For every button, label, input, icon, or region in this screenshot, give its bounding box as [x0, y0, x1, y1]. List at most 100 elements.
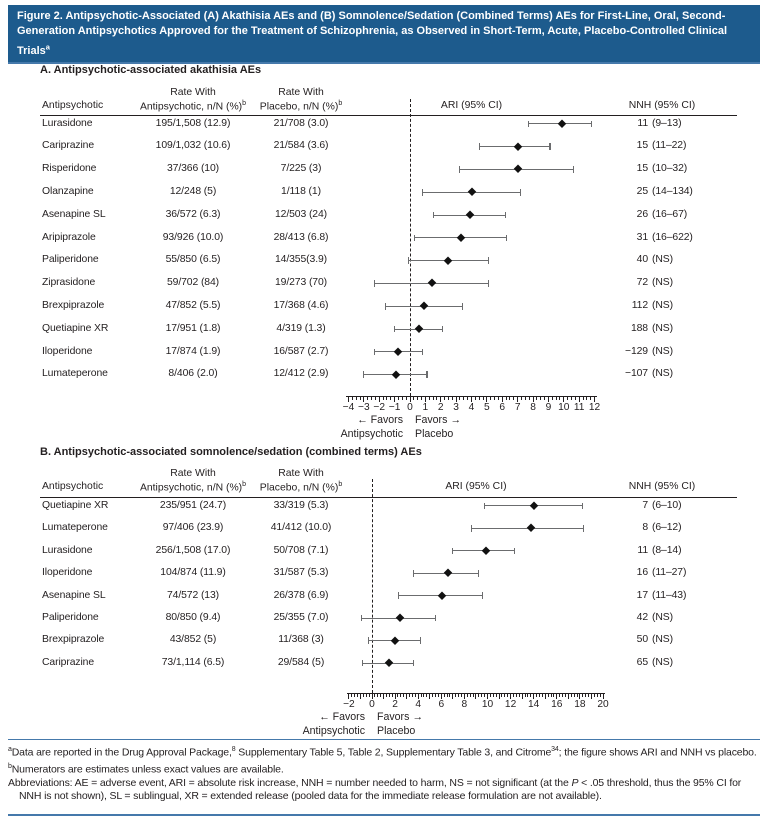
axis-minor-tick	[492, 694, 494, 697]
nnh-value: 15 (11–22)	[0, 135, 768, 158]
nnh-number: 17	[636, 589, 648, 601]
favors-left-line1: ← Favors	[319, 711, 365, 723]
favors-left-line1: ← Favors	[357, 414, 403, 426]
nnh-value: 40 (NS)	[0, 249, 768, 272]
axis-minor-tick	[432, 694, 434, 697]
axis-minor-tick	[374, 397, 376, 400]
column-header-rate-placebo-line2: Placebo, n/N (%)b	[259, 481, 343, 494]
favors-left-line2: Antipsychotic	[302, 724, 365, 737]
ci-cap-right	[590, 120, 593, 128]
axis-tick-label: 2	[437, 402, 444, 413]
ci-cap-right	[482, 592, 484, 600]
rate-antipsychotic-value: 43/852 (5)	[169, 634, 217, 646]
axis-tick-label: 0	[369, 699, 375, 710]
rate-placebo-value: 33/319 (5.3)	[273, 499, 329, 511]
drug-name: Quetiapine XR	[42, 499, 109, 511]
table-row: Paliperidone 55/850 (6.5) 14/355(3.9) 40 (NS…	[0, 249, 768, 272]
axis-minor-tick	[570, 397, 572, 400]
rate-placebo-value: 12/503 (24)	[274, 208, 328, 220]
rate-placebo-value: 17/368 (4.6)	[273, 299, 329, 311]
ci-cap-right	[581, 502, 583, 510]
nnh-value: 15 (10–32)	[0, 158, 768, 181]
axis-minor-tick	[371, 397, 373, 400]
axis-major-tick	[394, 397, 396, 402]
axis-minor-tick	[507, 694, 509, 697]
axis-minor-tick	[515, 694, 517, 697]
rate-placebo-value: 12/412 (2.9)	[273, 368, 329, 380]
axis-minor-tick	[401, 397, 403, 400]
axis-minor-tick	[495, 694, 497, 697]
axis-minor-tick	[357, 694, 359, 697]
nnh-number: 8	[642, 522, 648, 534]
axis-major-tick	[501, 397, 503, 402]
axis-minor-tick	[576, 694, 578, 697]
axis-minor-tick	[544, 397, 546, 400]
favors-placebo-label: Favors → Placebo	[415, 414, 575, 441]
favors-right-line1: Favors →	[415, 414, 461, 426]
axis-minor-tick	[382, 397, 384, 400]
axis-minor-tick	[446, 694, 448, 697]
superscript: 34	[551, 746, 559, 753]
axis-major-tick	[471, 397, 473, 402]
rate-antipsychotic-value: 80/850 (9.4)	[165, 611, 221, 623]
axis-minor-tick	[377, 694, 379, 697]
table-row: Lurasidone 256/1,508 (17.0) 50/708 (7.1) 11…	[0, 540, 768, 562]
superscript: b	[242, 100, 247, 107]
axis-minor-tick	[528, 397, 530, 400]
nnh-number: 11	[637, 117, 648, 129]
ci-cap-left	[483, 502, 485, 510]
zero-reference-line	[410, 99, 411, 396]
axis-minor-tick	[574, 397, 576, 400]
table-row: Cariprazine 73/1,114 (6.5) 29/584 (5) 65 (NS…	[0, 652, 768, 674]
nnh-ci: (NS)	[652, 634, 673, 646]
axis-tick-label: 6	[438, 699, 445, 710]
column-header-antipsychotic: Antipsychotic	[42, 481, 104, 492]
axis-major-tick	[579, 694, 581, 699]
rate-antipsychotic-value: 12/248 (5)	[169, 185, 217, 197]
axis-minor-tick	[564, 694, 566, 697]
ci-cap-left	[384, 302, 386, 310]
favors-antipsychotic-label: ← Favors Antipsychotic	[243, 414, 403, 441]
axis-minor-tick	[455, 694, 457, 697]
nnh-number: 72	[636, 277, 648, 289]
ci-cap-left	[368, 637, 370, 644]
nnh-number: −107	[624, 368, 648, 380]
superscript: b	[242, 481, 247, 488]
ci-cap-right	[487, 280, 490, 287]
axis-minor-tick	[593, 694, 595, 697]
ci-cap-right	[513, 547, 515, 555]
table-row: Brexpiprazole 47/852 (5.5) 17/368 (4.6) 112…	[0, 295, 768, 318]
rate-antipsychotic-value: 235/951 (24.7)	[159, 499, 227, 511]
axis-tick-label: 12	[588, 402, 601, 413]
rate-placebo-value: 14/355(3.9)	[274, 254, 328, 266]
axis-tick-label: 9	[545, 402, 552, 413]
table-row: Aripiprazole 93/926 (10.0) 28/413 (6.8) 31 (…	[0, 227, 768, 250]
axis-major-tick	[498, 694, 500, 699]
axis-tick-label: 4	[468, 402, 475, 413]
rate-antipsychotic-value: 8/406 (2.0)	[168, 368, 218, 380]
axis-minor-tick	[550, 694, 552, 697]
table-row: Asenapine SL 36/572 (6.3) 12/503 (24) 26 (16…	[0, 204, 768, 227]
nnh-value: 26 (16–67)	[0, 204, 768, 227]
nnh-ci: (NS)	[652, 368, 673, 380]
ci-cap-left	[363, 371, 365, 378]
rate-antipsychotic-value: 93/926 (10.0)	[162, 231, 224, 243]
column-header-rate-drug-line2: Antipsychotic, n/N (%)b	[139, 100, 247, 113]
nnh-ci: (6–12)	[652, 522, 682, 534]
table-row: Asenapine SL 74/572 (13) 26/378 (6.9) 17 (11…	[0, 585, 768, 607]
ci-cap-right	[426, 371, 428, 378]
rate-placebo-value: 16/587 (2.7)	[273, 345, 329, 357]
table-row: Iloperidone 104/874 (11.9) 31/587 (5.3) 16 (…	[0, 562, 768, 584]
rate-placebo-value: 31/587 (5.3)	[273, 567, 329, 579]
rate-placebo-value: 21/708 (3.0)	[273, 117, 329, 129]
table-row: Quetiapine XR 235/951 (24.7) 33/319 (5.3) 7…	[0, 495, 768, 517]
favors-placebo-label: Favors → Placebo	[377, 711, 537, 738]
axis-tick-label: 10	[481, 699, 494, 710]
rate-placebo-value: 41/412 (10.0)	[270, 522, 332, 534]
rate-placebo-value: 11/368 (3)	[278, 634, 324, 646]
ci-cap-right	[487, 257, 490, 264]
axis-tick-label: 12	[504, 699, 517, 710]
nnh-value: 11 (9–13)	[0, 113, 768, 136]
footnote-divider-rule	[8, 739, 760, 741]
axis-tick-label: 14	[528, 699, 540, 710]
